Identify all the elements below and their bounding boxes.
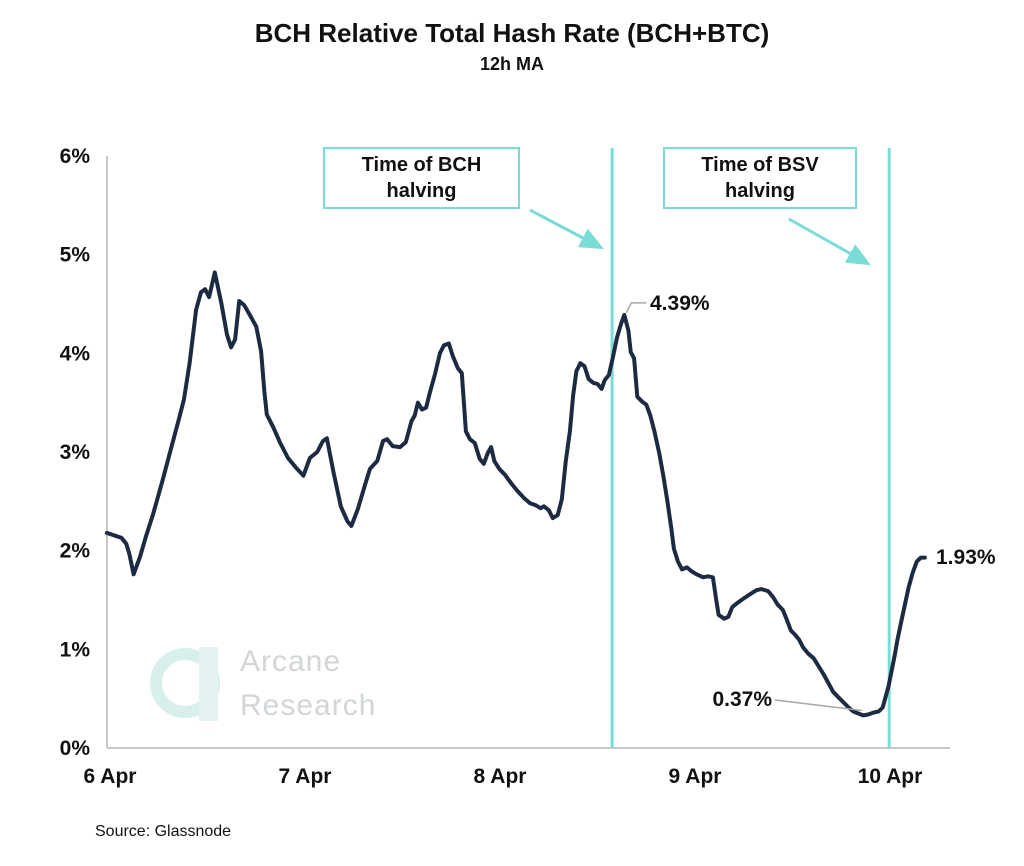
bsv-arrow <box>788 217 871 266</box>
y-tick-label: 2% <box>60 540 91 563</box>
bch-halving-annotation-box: Time of BCH halving <box>323 147 520 209</box>
bch-halving-annotation-line1: Time of BCH <box>361 154 482 176</box>
arcane-logo-bar <box>199 647 218 721</box>
x-tick-label: 6 Apr <box>84 765 137 788</box>
y-tick-label: 6% <box>60 145 91 168</box>
source-note: Source: Glassnode <box>95 823 232 840</box>
trough-value-label: 0.37% <box>712 688 772 711</box>
y-tick-label: 3% <box>60 441 91 464</box>
y-tick-label: 1% <box>60 638 91 661</box>
y-tick-label: 5% <box>60 244 91 267</box>
x-tick-label: 10 Apr <box>858 765 923 788</box>
bsv-halving-annotation-line1: Time of BSV <box>701 154 819 176</box>
chart-title: BCH Relative Total Hash Rate (BCH+BTC) <box>254 18 770 48</box>
bsv-halving-annotation-box: Time of BSV halving <box>663 147 857 209</box>
hash-rate-line <box>104 270 927 718</box>
x-tick-label: 9 Apr <box>669 765 722 788</box>
bch-arrow <box>529 208 604 250</box>
y-tick-label: 0% <box>60 737 91 760</box>
x-tick-label: 7 Apr <box>279 765 332 788</box>
peak-value-label: 4.39% <box>650 292 710 315</box>
bsv-halving-annotation-line2: halving <box>724 180 795 202</box>
y-tick-label: 4% <box>60 342 91 365</box>
peak-leader-line <box>625 302 647 314</box>
end-value-label: 1.93% <box>936 546 996 569</box>
chart-subtitle: 12h MA <box>479 54 544 74</box>
x-tick-label: 8 Apr <box>474 765 527 788</box>
trough-leader-line <box>774 699 863 712</box>
watermark-line2: Research <box>240 689 377 722</box>
watermark-text: Arcane Research <box>240 640 376 728</box>
bch-halving-annotation-line2: halving <box>386 180 457 202</box>
watermark-line1: Arcane <box>240 645 342 678</box>
